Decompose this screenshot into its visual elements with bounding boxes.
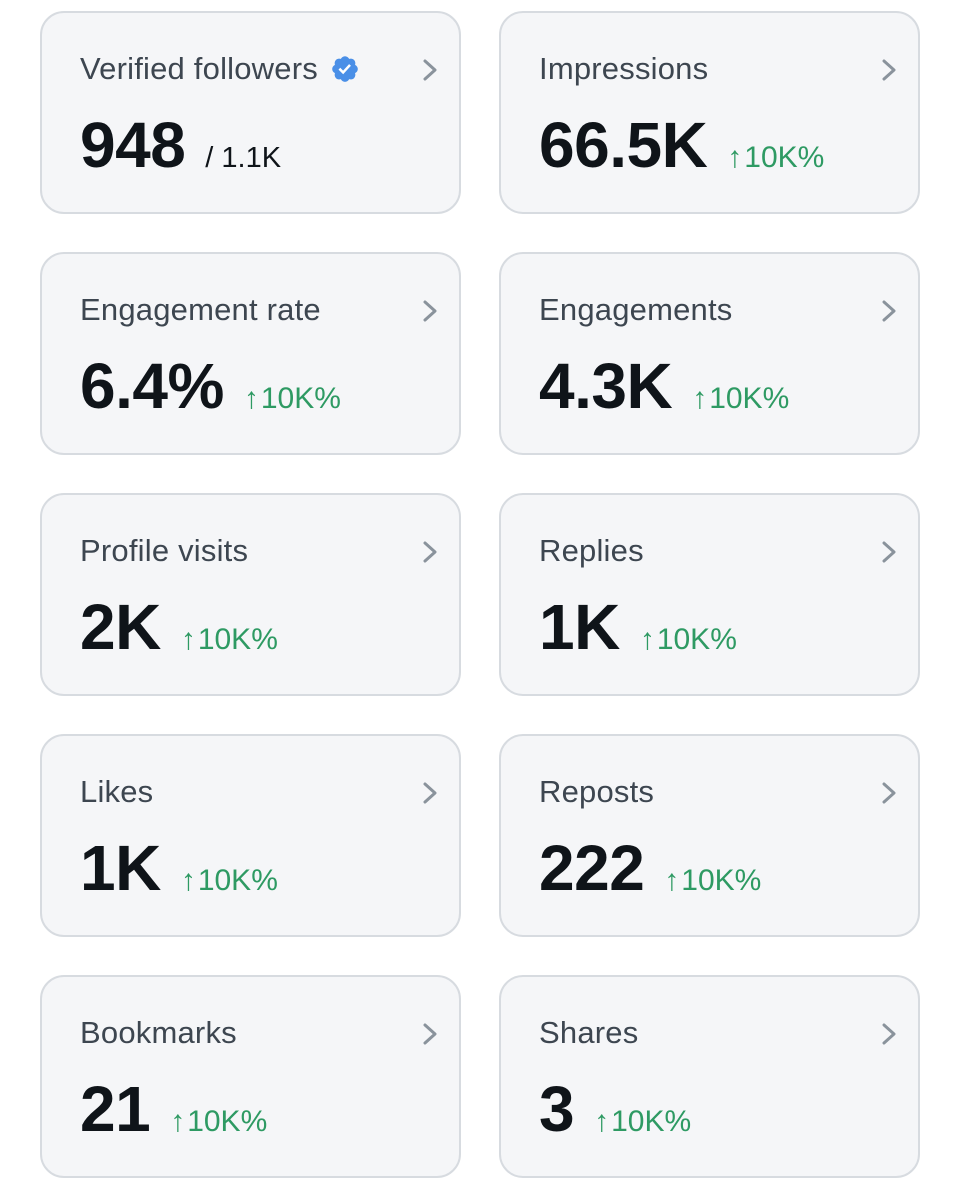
metric-card-likes[interactable]: Likes 1K ↑ 10K% [40,734,461,937]
metric-change: ↑ 10K% [170,1105,267,1139]
metric-value: 1K [539,591,620,663]
metric-change-value: 10K% [709,382,790,415]
chevron-right-icon [423,59,437,81]
metric-card-engagements[interactable]: Engagements 4.3K ↑ 10K% [499,252,920,455]
metric-value-row: 66.5K ↑ 10K% [539,113,824,177]
chevron-right-icon [882,59,896,81]
metric-change-value: 10K% [611,1105,692,1138]
metric-card-profile-visits[interactable]: Profile visits 2K ↑ 10K% [40,493,461,696]
metric-change-value: 10K% [744,141,825,174]
metric-title-row: Engagements [539,292,733,328]
metric-change-value: 10K% [656,623,737,656]
metric-change-value: 10K% [197,623,278,656]
arrow-up-icon: ↑ [594,1105,610,1138]
verified-badge-icon [332,56,358,82]
metric-title: Engagement rate [80,292,321,327]
chevron-right-icon [882,782,896,804]
metric-title: Likes [80,774,154,809]
metric-title: Verified followers [80,51,318,86]
metric-card-bookmarks[interactable]: Bookmarks 21 ↑ 10K% [40,975,461,1178]
metric-title: Replies [539,533,644,568]
metric-value-row: 21 ↑ 10K% [80,1077,267,1141]
metric-change-value: 10K% [260,382,341,415]
metric-change: ↑ 10K% [181,864,278,898]
metric-title-row: Bookmarks [80,1015,237,1051]
metric-value-row: 2K ↑ 10K% [80,595,278,659]
metric-change-value: 10K% [197,864,278,897]
chevron-right-icon [882,300,896,322]
metric-change: ↑ 10K% [692,382,789,416]
metric-change-value: 10K% [681,864,762,897]
arrow-up-icon: ↑ [664,864,680,897]
metric-value: 222 [539,832,645,904]
metric-value-row: 4.3K ↑ 10K% [539,354,789,418]
metric-value: 66.5K [539,109,708,181]
metric-card-shares[interactable]: Shares 3 ↑ 10K% [499,975,920,1178]
metric-value: 21 [80,1073,151,1145]
arrow-up-icon: ↑ [170,1105,186,1138]
metric-title-row: Shares [539,1015,638,1051]
metric-title-row: Likes [80,774,153,810]
metric-change: ↑ 10K% [640,623,737,657]
metric-title: Shares [539,1015,639,1050]
metric-value: 2K [80,591,161,663]
chevron-right-icon [423,1023,437,1045]
arrow-up-icon: ↑ [727,141,743,174]
metric-value-row: 6.4% ↑ 10K% [80,354,341,418]
chevron-right-icon [423,782,437,804]
metric-title: Engagements [539,292,733,327]
arrow-up-icon: ↑ [692,382,708,415]
metric-title-row: Engagement rate [80,292,321,328]
metric-value-row: 948 / 1.1K [80,113,281,177]
metric-value: 4.3K [539,350,673,422]
metric-value: 948 [80,109,186,181]
metric-title-row: Impressions [539,51,708,87]
metric-value-row: 1K ↑ 10K% [80,836,278,900]
metric-title-row: Replies [539,533,644,569]
metric-change: ↑ 10K% [727,141,824,175]
metric-value: 3 [539,1073,575,1145]
metric-title-row: Verified followers [80,51,360,87]
metric-change-value: 10K% [187,1105,268,1138]
metric-title: Reposts [539,774,655,809]
metric-title: Profile visits [80,533,249,568]
metric-value-row: 3 ↑ 10K% [539,1077,691,1141]
metric-value: 1K [80,832,161,904]
metric-subtotal: / 1.1K [205,142,282,174]
arrow-up-icon: ↑ [180,864,196,897]
metric-title: Impressions [539,51,709,86]
arrow-up-icon: ↑ [180,623,196,656]
arrow-up-icon: ↑ [243,382,259,415]
chevron-right-icon [423,541,437,563]
metric-card-reposts[interactable]: Reposts 222 ↑ 10K% [499,734,920,937]
metric-value: 6.4% [80,350,224,422]
metric-title-row: Reposts [539,774,654,810]
metric-card-impressions[interactable]: Impressions 66.5K ↑ 10K% [499,11,920,214]
metric-title-row: Profile visits [80,533,248,569]
metric-change: ↑ 10K% [244,382,341,416]
metric-card-replies[interactable]: Replies 1K ↑ 10K% [499,493,920,696]
metric-change: ↑ 10K% [181,623,278,657]
metric-card-verified-followers[interactable]: Verified followers 948 / 1.1K [40,11,461,214]
arrow-up-icon: ↑ [639,623,655,656]
metric-value-row: 1K ↑ 10K% [539,595,737,659]
metric-change: ↑ 10K% [664,864,761,898]
chevron-right-icon [882,1023,896,1045]
metric-value-row: 222 ↑ 10K% [539,836,761,900]
metric-title: Bookmarks [80,1015,237,1050]
metric-change: ↑ 10K% [594,1105,691,1139]
chevron-right-icon [423,300,437,322]
chevron-right-icon [882,541,896,563]
metric-card-engagement-rate[interactable]: Engagement rate 6.4% ↑ 10K% [40,252,461,455]
